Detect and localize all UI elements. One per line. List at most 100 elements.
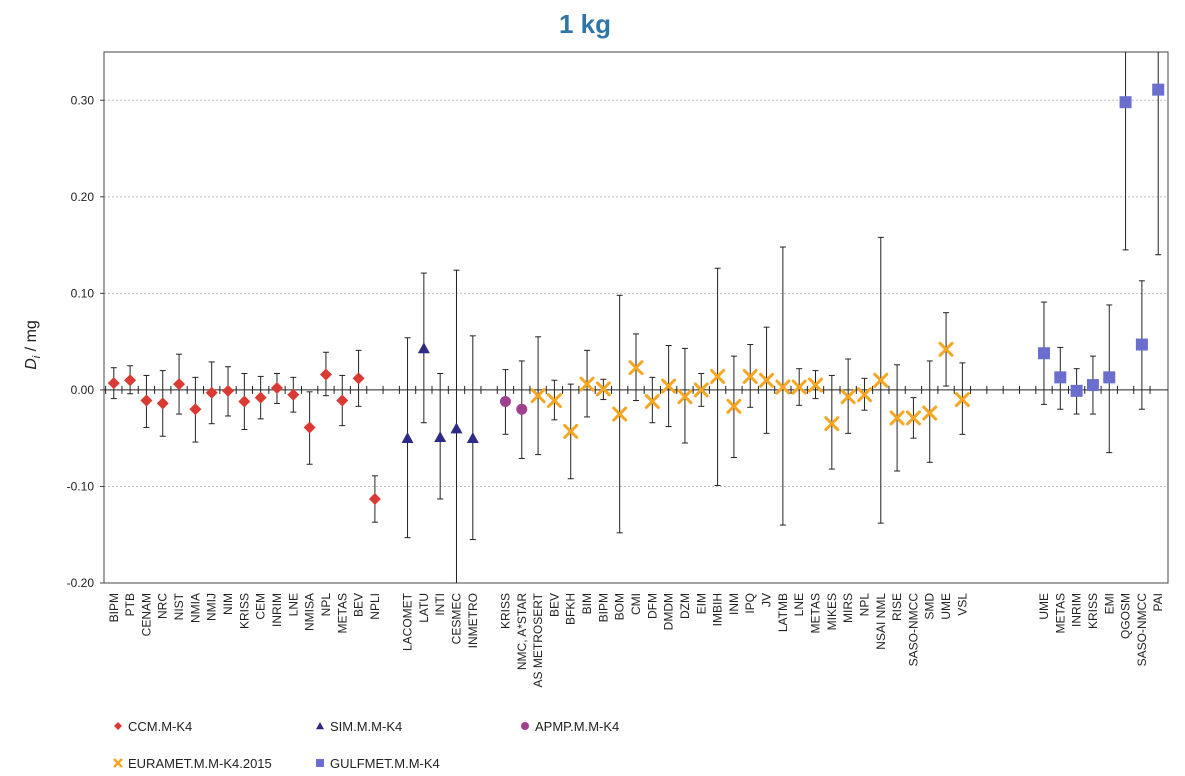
y-tick-label: 0.00: [71, 383, 95, 397]
category-label: AS METROSERT: [531, 592, 545, 687]
data-point-square: [1135, 338, 1148, 351]
category-label: BOM: [613, 593, 627, 620]
data-point-triangle: [450, 422, 463, 434]
category-label: NMIA: [188, 593, 202, 623]
data-point-x: [563, 423, 579, 439]
data-point-x: [628, 360, 644, 376]
category-label: CEM: [254, 593, 268, 620]
data-point-diamond: [238, 395, 251, 408]
y-tick-label: -0.20: [67, 576, 95, 590]
data-point-x: [938, 341, 954, 357]
category-label: JV: [760, 593, 774, 607]
data-point-x: [644, 393, 660, 409]
category-label: NIST: [172, 592, 186, 620]
chart-title: 1 kg: [559, 9, 611, 39]
data-point-x: [661, 378, 677, 394]
data-point-diamond: [124, 374, 137, 387]
legend-label: APMP.M.M-K4: [535, 719, 619, 734]
category-label: LATMB: [776, 593, 790, 632]
category-label: METAS: [1053, 593, 1067, 633]
plot-area: [103, 51, 1169, 584]
category-label: MIKES: [825, 593, 839, 630]
data-point-x: [889, 410, 905, 426]
legend-marker: [521, 722, 529, 730]
category-label: DZM: [678, 593, 692, 619]
data-point-diamond: [205, 386, 218, 399]
category-label: NSAI NML: [874, 593, 888, 650]
data-point-square: [1103, 371, 1116, 384]
category-label: CESMEC: [449, 593, 463, 645]
data-point-x: [922, 405, 938, 421]
category-label: KRISS: [498, 593, 512, 629]
category-label: DFM: [645, 593, 659, 619]
category-label: EMI: [1102, 593, 1116, 614]
category-label: UME: [939, 593, 953, 620]
data-point-x: [612, 406, 628, 422]
category-label: PAI: [1151, 593, 1165, 611]
legend-marker: [114, 722, 122, 730]
category-label: INM: [727, 593, 741, 615]
category-label: NIM: [221, 593, 235, 615]
category-label: BEV: [352, 593, 366, 617]
category-label: BIPM: [107, 593, 121, 622]
data-point-diamond: [336, 394, 349, 407]
data-point-square: [1152, 83, 1165, 96]
category-label: CMI: [629, 593, 643, 615]
category-label: METAS: [335, 593, 349, 633]
data-point-diamond: [189, 403, 202, 416]
data-point-triangle: [434, 431, 447, 443]
data-point-triangle: [401, 432, 414, 443]
category-label: LACOMET: [401, 592, 415, 651]
category-label: NRC: [156, 593, 170, 619]
category-label: LATU: [417, 593, 431, 623]
category-label: INMETRO: [466, 593, 480, 648]
category-label: BIPM: [596, 593, 610, 622]
legend-label: CCM.M-K4: [128, 719, 192, 734]
data-point-diamond: [254, 391, 267, 404]
data-point-x: [954, 392, 970, 408]
data-point-diamond: [173, 378, 186, 391]
data-point-diamond: [319, 368, 332, 381]
data-point-x: [546, 393, 562, 409]
data-point-x: [759, 372, 775, 388]
data-point-diamond: [368, 493, 381, 506]
data-point-x: [726, 398, 742, 414]
data-point-triangle: [417, 342, 430, 354]
data-point-x: [824, 416, 840, 432]
data-point-x: [595, 381, 611, 397]
category-label: MIRS: [841, 593, 855, 623]
legend-label: SIM.M.M-K4: [330, 719, 402, 734]
category-label: NPL: [319, 593, 333, 617]
category-label: NPL: [857, 593, 871, 617]
data-point-square: [1054, 371, 1067, 384]
category-label: SASO-NMCC: [906, 593, 920, 667]
category-label: LNE: [286, 593, 300, 616]
data-point-diamond: [287, 388, 300, 401]
category-label: LNE: [792, 593, 806, 616]
data-point-diamond: [140, 394, 153, 407]
category-label: BFKH: [564, 593, 578, 625]
category-label: RISE: [890, 593, 904, 621]
data-point-x: [856, 387, 872, 403]
category-label: NMC, A*STAR: [515, 593, 529, 670]
legend-marker: [316, 722, 324, 730]
category-label: QGOSM: [1119, 593, 1133, 639]
category-label: KRISS: [1086, 593, 1100, 629]
category-label: NMISA: [303, 593, 317, 631]
category-label: KRISS: [237, 593, 251, 629]
data-point-x: [873, 372, 889, 388]
category-label: CENAM: [139, 593, 153, 636]
category-label: IMBIH: [711, 593, 725, 626]
category-label: INRIM: [1070, 593, 1084, 627]
data-point-x: [677, 389, 693, 405]
data-point-triangle: [466, 432, 479, 443]
y-tick-label: 0.30: [71, 93, 95, 107]
data-point-x: [710, 368, 726, 384]
category-label: NPLI: [368, 593, 382, 620]
data-point-x: [905, 410, 921, 426]
category-label: BIM: [580, 593, 594, 614]
data-point-diamond: [352, 372, 365, 385]
data-point-square: [1119, 96, 1132, 109]
